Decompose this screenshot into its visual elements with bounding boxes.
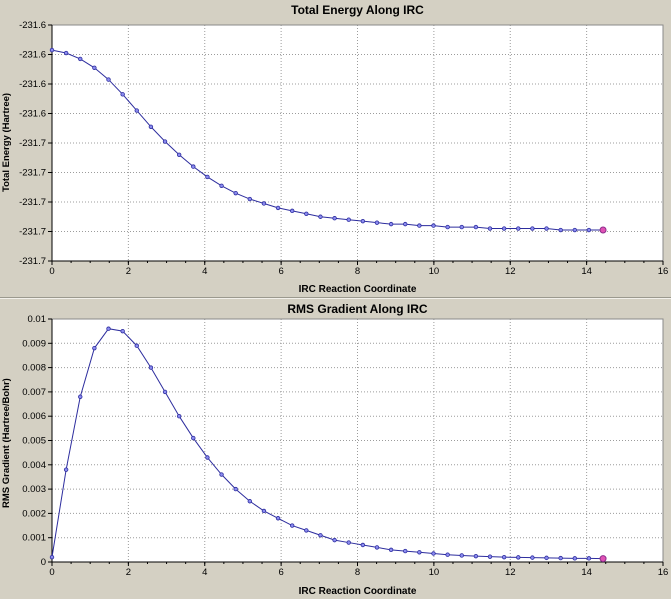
y-tick-label: -231.6: [19, 109, 46, 120]
x-tick-label: 16: [658, 567, 669, 578]
total-energy-chart-panel: Total Energy Along IRC Total Energy (Har…: [0, 0, 671, 298]
y-tick-label: -231.7: [19, 256, 46, 267]
x-tick-label: 6: [278, 567, 283, 578]
x-tick-label: 14: [581, 567, 592, 578]
axes: [48, 318, 664, 566]
chart-title: RMS Gradient Along IRC: [287, 302, 428, 316]
x-tick-label: 6: [278, 266, 283, 277]
axes: [48, 24, 664, 265]
x-tick-label: 8: [355, 567, 360, 578]
x-tick-label: 12: [505, 567, 516, 578]
y-tick-label: 0.008: [22, 363, 46, 374]
x-tick-label: 4: [202, 266, 207, 277]
gridlines: [52, 24, 664, 262]
x-tick-label: 0: [49, 567, 54, 578]
rms-gradient-plot: 0 2 4 6 8 10 12 14 160.010.0090.0080.0070.0060.0…: [22, 314, 668, 578]
x-tick-label: 14: [581, 266, 592, 277]
chart-title: Total Energy Along IRC: [291, 3, 424, 17]
x-tick-label: 16: [658, 266, 669, 277]
y-tick-label: 0.006: [22, 411, 46, 422]
y-tick-label: 0: [41, 557, 46, 568]
y-tick-labels: 0.01 0.009 0.008 0.007 0.006 0.005 0.004 0.003 0…: [22, 314, 46, 568]
y-tick-label: -231.7: [19, 138, 46, 149]
y-tick-labels: -231.6 -231.6 -231.6 -231.6 -231.7 -231.7 -231…: [19, 20, 46, 267]
series-line: [51, 328, 604, 560]
y-tick-label: -231.6: [19, 50, 46, 61]
data-point-markers: [49, 326, 592, 561]
x-tick-label: 10: [429, 266, 440, 277]
y-axis-label: RMS Gradient (Hartree/Bohr): [1, 378, 12, 508]
plot-area: [52, 319, 663, 562]
x-tick-labels: 0 2 4 6 8 10 12 14 16: [49, 266, 668, 277]
y-tick-label: 0.002: [22, 508, 46, 519]
rms-gradient-chart-panel: RMS Gradient Along IRC RMS Gradient (Har…: [0, 298, 671, 599]
x-axis-label: IRC Reaction Coordinate: [298, 586, 417, 597]
x-tick-label: 12: [505, 266, 516, 277]
y-axis-label: Total Energy (Hartree): [1, 92, 12, 193]
x-tick-label: 0: [49, 266, 54, 277]
x-tick-label: 8: [355, 266, 360, 277]
final-point-marker: [599, 555, 607, 563]
y-tick-label: -231.7: [19, 168, 46, 179]
x-axis-label: IRC Reaction Coordinate: [298, 284, 417, 295]
x-tick-label: 2: [126, 567, 131, 578]
x-tick-label: 4: [202, 567, 207, 578]
data-point-markers: [49, 47, 592, 233]
x-tick-label: 2: [126, 266, 131, 277]
y-tick-label: -231.6: [19, 20, 46, 31]
y-tick-label: 0.005: [22, 436, 46, 447]
y-tick-label: 0.01: [28, 314, 47, 325]
y-tick-label: -231.7: [19, 197, 46, 208]
x-tick-label: 10: [429, 567, 440, 578]
y-tick-label: -231.7: [19, 227, 46, 238]
y-tick-label: 0.003: [22, 484, 46, 495]
total-energy-plot: 0 2 4 6 8 10 12 14 16-231.6-231.6-231.6-231.6-23…: [19, 20, 668, 277]
y-tick-label: 0.007: [22, 387, 46, 398]
y-tick-label: -231.6: [19, 79, 46, 90]
y-tick-label: 0.009: [22, 338, 46, 349]
series-line: [51, 49, 604, 231]
final-point-marker: [599, 226, 607, 234]
x-tick-labels: 0 2 4 6 8 10 12 14 16: [49, 567, 668, 578]
y-tick-label: 0.004: [22, 460, 46, 471]
y-tick-label: 0.001: [22, 533, 46, 544]
